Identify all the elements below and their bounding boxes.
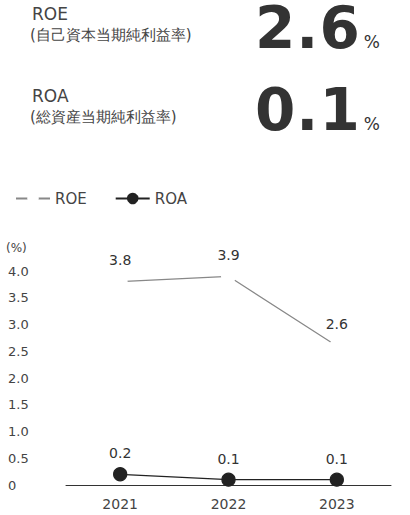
- svg-text:2021: 2021: [102, 496, 138, 512]
- svg-text:0.5: 0.5: [8, 451, 29, 466]
- svg-text:3.5: 3.5: [8, 290, 29, 305]
- html-text:(自己資本当期純利益率): (自己資本当期純利益率): [30, 26, 192, 44]
- svg-text:3.8: 3.8: [109, 252, 131, 268]
- svg-text:ROA: ROA: [155, 190, 188, 208]
- svg-text:1.0: 1.0: [8, 424, 29, 439]
- svg-text:4.0: 4.0: [8, 264, 29, 279]
- html-text:ROE: ROE: [32, 4, 68, 24]
- svg-text:1.5: 1.5: [8, 397, 29, 412]
- svg-text:0.2: 0.2: [109, 445, 131, 461]
- svg-text:3.9: 3.9: [217, 247, 239, 263]
- svg-text:2.0: 2.0: [8, 371, 29, 386]
- svg-text:2.5: 2.5: [8, 344, 29, 359]
- svg-text:2.6: 2.6: [326, 316, 348, 332]
- svg-text:0.1: 0.1: [217, 451, 239, 467]
- html-text:0.1: 0.1: [255, 76, 361, 144]
- svg-text:3.0: 3.0: [8, 317, 29, 332]
- html-text:ROA: ROA: [32, 86, 69, 106]
- svg-text:ROE: ROE: [55, 190, 87, 208]
- svg-text:2023: 2023: [319, 496, 355, 512]
- svg-text:0: 0: [8, 478, 16, 493]
- svg-text:(%): (%): [6, 241, 27, 255]
- html-text:(総資産当期純利益率): (総資産当期純利益率): [30, 108, 177, 126]
- svg-text:2022: 2022: [211, 496, 247, 512]
- svg-text:0.1: 0.1: [326, 451, 348, 467]
